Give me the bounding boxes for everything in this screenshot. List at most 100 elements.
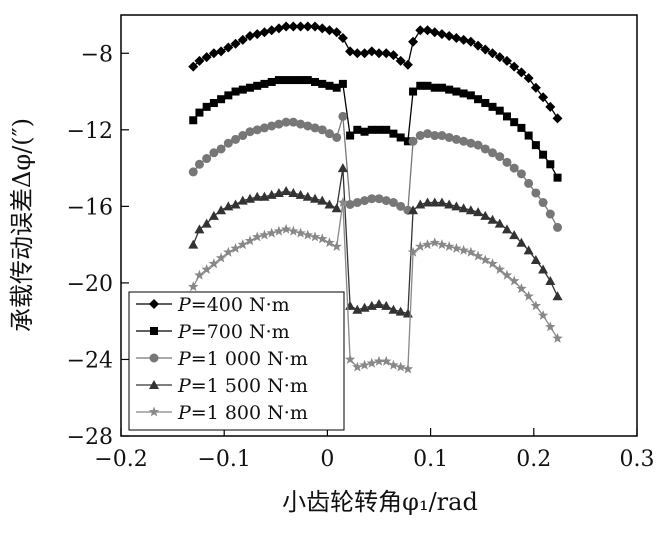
data-point bbox=[437, 131, 447, 141]
data-point bbox=[245, 127, 255, 137]
data-point bbox=[346, 131, 355, 140]
data-point bbox=[194, 269, 205, 280]
data-point bbox=[423, 81, 432, 90]
data-point bbox=[452, 87, 461, 96]
data-point bbox=[303, 121, 313, 131]
data-point bbox=[530, 254, 541, 264]
data-point bbox=[381, 48, 392, 59]
data-point bbox=[345, 300, 356, 310]
legend-box bbox=[128, 291, 345, 431]
data-point bbox=[245, 31, 255, 42]
data-point bbox=[408, 36, 419, 47]
data-point bbox=[309, 231, 321, 242]
data-point bbox=[444, 132, 454, 142]
data-point bbox=[244, 235, 256, 246]
data-point bbox=[488, 148, 498, 158]
data-point bbox=[216, 144, 226, 154]
data-point bbox=[288, 117, 298, 127]
data-point bbox=[488, 102, 497, 111]
data-point bbox=[473, 207, 484, 217]
legend-label: P=400 N·m bbox=[177, 294, 290, 316]
data-point bbox=[516, 237, 527, 247]
data-point bbox=[530, 82, 541, 93]
data-point bbox=[260, 79, 269, 88]
data-point bbox=[531, 188, 541, 198]
data-point bbox=[324, 129, 334, 139]
data-point bbox=[396, 201, 406, 211]
data-point bbox=[231, 134, 241, 144]
data-point bbox=[389, 129, 398, 138]
data-point bbox=[436, 239, 448, 250]
data-point bbox=[501, 269, 513, 280]
data-point bbox=[251, 231, 263, 242]
data-point bbox=[395, 306, 406, 316]
data-point bbox=[465, 36, 476, 47]
data-point bbox=[324, 25, 335, 36]
data-point bbox=[302, 229, 314, 240]
data-point bbox=[553, 222, 563, 232]
data-point bbox=[458, 244, 469, 255]
data-point bbox=[337, 197, 349, 207]
y-axis-ticks: −28 −24 −20 −16 −12 −8 bbox=[67, 42, 129, 450]
data-point bbox=[281, 21, 292, 32]
data-point bbox=[324, 237, 335, 248]
legend-label-text: =1 000 N·m bbox=[191, 348, 308, 370]
data-point bbox=[338, 79, 347, 88]
x-axis-title: 小齿轮转角φ₁/rad bbox=[282, 488, 478, 516]
data-point bbox=[352, 361, 363, 372]
data-point bbox=[332, 83, 341, 92]
data-point bbox=[502, 157, 512, 167]
data-point bbox=[403, 137, 412, 146]
data-point bbox=[451, 32, 462, 43]
data-point bbox=[402, 59, 413, 70]
data-point bbox=[274, 119, 284, 129]
data-point bbox=[523, 290, 534, 301]
data-point bbox=[436, 29, 447, 40]
data-point bbox=[494, 218, 505, 228]
legend-label: P=1 800 N·m bbox=[177, 402, 308, 424]
data-point bbox=[209, 148, 219, 158]
data-point bbox=[331, 203, 342, 213]
data-point bbox=[388, 304, 399, 314]
data-point bbox=[459, 89, 468, 98]
data-point bbox=[538, 92, 549, 103]
data-point bbox=[194, 159, 204, 169]
data-point bbox=[466, 91, 475, 100]
data-point bbox=[208, 210, 219, 220]
data-point bbox=[237, 239, 249, 250]
data-point bbox=[408, 205, 419, 215]
data-point bbox=[388, 50, 399, 61]
plot-area-frame bbox=[120, 14, 638, 437]
series-star bbox=[188, 197, 563, 374]
data-point bbox=[208, 258, 220, 269]
data-point bbox=[253, 81, 262, 90]
data-point bbox=[188, 61, 199, 72]
data-point bbox=[208, 48, 219, 59]
data-point bbox=[366, 357, 378, 368]
data-point bbox=[388, 359, 399, 370]
data-point bbox=[545, 321, 556, 332]
data-point bbox=[538, 264, 549, 274]
data-point bbox=[408, 136, 418, 146]
data-point bbox=[480, 44, 491, 55]
data-point bbox=[252, 125, 262, 135]
data-point bbox=[311, 77, 320, 86]
data-point bbox=[415, 25, 426, 36]
data-point bbox=[495, 106, 504, 115]
data-point bbox=[223, 246, 234, 257]
data-point bbox=[374, 48, 384, 59]
data-point bbox=[444, 199, 455, 209]
legend-label-text: =1 500 N·m bbox=[191, 375, 308, 397]
data-point bbox=[289, 76, 298, 85]
data-point bbox=[353, 125, 362, 134]
y-tick-label: −12 bbox=[67, 119, 113, 144]
data-point bbox=[194, 224, 205, 234]
data-point bbox=[437, 83, 446, 92]
data-point bbox=[252, 29, 263, 40]
data-point bbox=[388, 198, 398, 208]
data-point bbox=[352, 198, 362, 208]
data-point bbox=[552, 113, 563, 124]
x-tick-label: 0 bbox=[320, 447, 334, 472]
data-point bbox=[296, 119, 306, 129]
data-point bbox=[230, 38, 241, 49]
